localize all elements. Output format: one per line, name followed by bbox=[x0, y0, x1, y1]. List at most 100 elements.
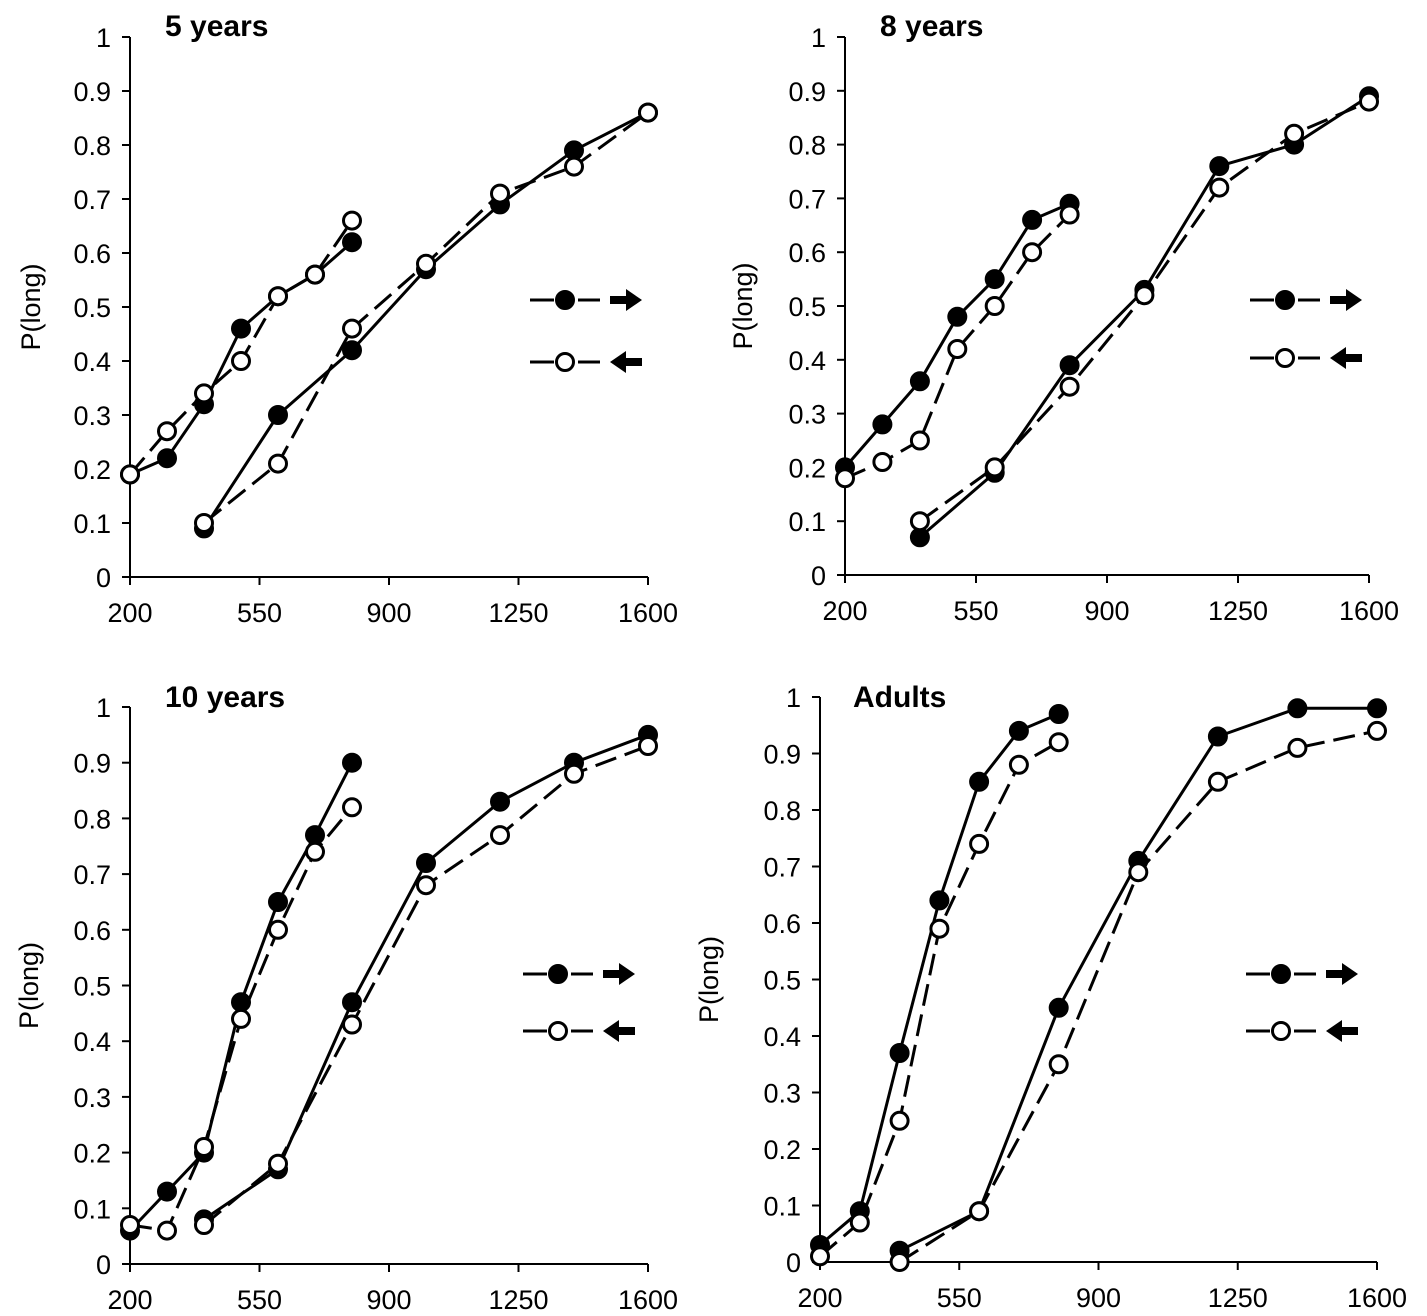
open-point bbox=[1022, 242, 1043, 263]
open-point bbox=[810, 1246, 830, 1267]
filled-point bbox=[1048, 997, 1069, 1018]
y-tick-label: 0.9 bbox=[73, 749, 111, 779]
open-point bbox=[231, 351, 251, 371]
y-tick-label: 0.2 bbox=[73, 1139, 111, 1169]
filled-point bbox=[157, 1181, 177, 1202]
filled-point bbox=[909, 371, 930, 392]
open-point bbox=[1059, 376, 1080, 397]
y-tick-label: 0.8 bbox=[763, 796, 801, 826]
y-axis-title: P(long) bbox=[16, 263, 46, 350]
open-point bbox=[194, 1137, 214, 1157]
filled-point bbox=[909, 527, 930, 548]
open-point bbox=[1359, 91, 1379, 112]
y-tick-label: 0.6 bbox=[73, 239, 111, 269]
open-point bbox=[1059, 204, 1080, 225]
open-point bbox=[268, 453, 288, 474]
y-tick-label: 0.4 bbox=[763, 1022, 801, 1052]
filled-point bbox=[231, 318, 251, 339]
open-point bbox=[342, 210, 362, 231]
open-point bbox=[194, 513, 214, 533]
x-tick-label: 900 bbox=[366, 1285, 411, 1315]
legend-open-marker bbox=[1275, 348, 1295, 368]
legend bbox=[523, 963, 635, 1042]
legend-open-marker bbox=[548, 1021, 568, 1041]
filled-point bbox=[416, 853, 436, 873]
y-tick-label: 0 bbox=[786, 1248, 801, 1278]
open-point bbox=[490, 183, 510, 204]
y-tick-label: 0 bbox=[811, 561, 826, 591]
y-tick-label: 1 bbox=[96, 23, 111, 53]
filled-point bbox=[342, 340, 362, 361]
open-point bbox=[835, 468, 855, 489]
panel-title: 8 years bbox=[880, 10, 983, 43]
open-point bbox=[490, 825, 510, 846]
open-point bbox=[305, 264, 325, 285]
x-tick-label: 550 bbox=[937, 1283, 982, 1313]
legend-filled-marker bbox=[1275, 290, 1295, 310]
y-tick-label: 0.5 bbox=[763, 966, 801, 996]
filled-point bbox=[157, 448, 177, 469]
series-line-3 bbox=[898, 706, 1377, 1253]
filled-point bbox=[984, 269, 1005, 290]
open-point bbox=[909, 430, 930, 451]
y-tick-label: 0.2 bbox=[73, 455, 111, 485]
filled-point bbox=[305, 825, 325, 846]
open-point bbox=[268, 1153, 288, 1174]
y-tick-label: 0.8 bbox=[73, 804, 111, 834]
x-tick-label: 200 bbox=[107, 598, 152, 628]
open-point bbox=[1134, 285, 1155, 306]
open-point bbox=[231, 1008, 251, 1029]
x-tick-label: 550 bbox=[237, 1285, 282, 1315]
x-tick-label: 900 bbox=[366, 598, 411, 628]
x-tick-label: 550 bbox=[953, 596, 998, 626]
open-point bbox=[305, 841, 325, 862]
x-tick-label: 1600 bbox=[1339, 596, 1399, 626]
y-tick-label: 0.2 bbox=[763, 1135, 801, 1165]
series-line-3 bbox=[203, 733, 649, 1221]
y-tick-label: 0.4 bbox=[73, 347, 111, 377]
y-tick-label: 0.3 bbox=[73, 401, 111, 431]
y-tick-label: 0.1 bbox=[763, 1192, 801, 1222]
y-tick-label: 0 bbox=[96, 1250, 111, 1280]
open-point bbox=[1284, 123, 1305, 144]
x-tick-label: 1600 bbox=[618, 598, 678, 628]
open-point bbox=[889, 1110, 910, 1131]
arrow-left-icon bbox=[1326, 1020, 1358, 1042]
arrow-right-icon bbox=[1326, 963, 1358, 985]
filled-point bbox=[889, 1043, 910, 1063]
open-point bbox=[969, 1201, 990, 1222]
y-tick-label: 0.9 bbox=[763, 740, 801, 770]
legend-open-marker bbox=[555, 352, 575, 372]
filled-point bbox=[1022, 209, 1043, 230]
panel-1: 0 0.1 0.2 0.3 0.4 0.5 0.6 0.7 0.8 0.9 1 200 550 900 12… bbox=[16, 10, 678, 628]
y-tick-label: 0.9 bbox=[788, 77, 826, 107]
open-point bbox=[1207, 771, 1228, 792]
series-line-4 bbox=[898, 729, 1378, 1264]
open-point bbox=[564, 763, 584, 784]
filled-point bbox=[490, 791, 510, 812]
filled-point bbox=[342, 752, 362, 773]
arrow-left-icon bbox=[1330, 347, 1362, 369]
open-point bbox=[268, 919, 288, 940]
filled-point bbox=[872, 414, 893, 435]
open-point bbox=[872, 452, 893, 472]
open-point bbox=[1048, 732, 1069, 753]
filled-point bbox=[1287, 698, 1308, 719]
filled-point bbox=[929, 890, 950, 911]
y-tick-label: 0.6 bbox=[763, 909, 801, 939]
arrow-right-icon bbox=[1330, 289, 1362, 311]
y-tick-label: 0.9 bbox=[73, 77, 111, 107]
y-tick-label: 0.2 bbox=[788, 453, 826, 483]
filled-point bbox=[268, 405, 288, 425]
panel-title: Adults bbox=[853, 681, 946, 714]
filled-point bbox=[564, 140, 584, 161]
filled-point bbox=[342, 992, 362, 1013]
y-axis-title: P(long) bbox=[14, 942, 44, 1029]
open-point bbox=[889, 1252, 910, 1272]
y-tick-label: 0.7 bbox=[788, 184, 826, 214]
legend bbox=[1250, 289, 1362, 369]
x-tick-label: 1250 bbox=[488, 1285, 548, 1315]
open-point bbox=[268, 286, 288, 307]
open-point bbox=[194, 1215, 214, 1235]
y-tick-label: 0.8 bbox=[73, 131, 111, 161]
